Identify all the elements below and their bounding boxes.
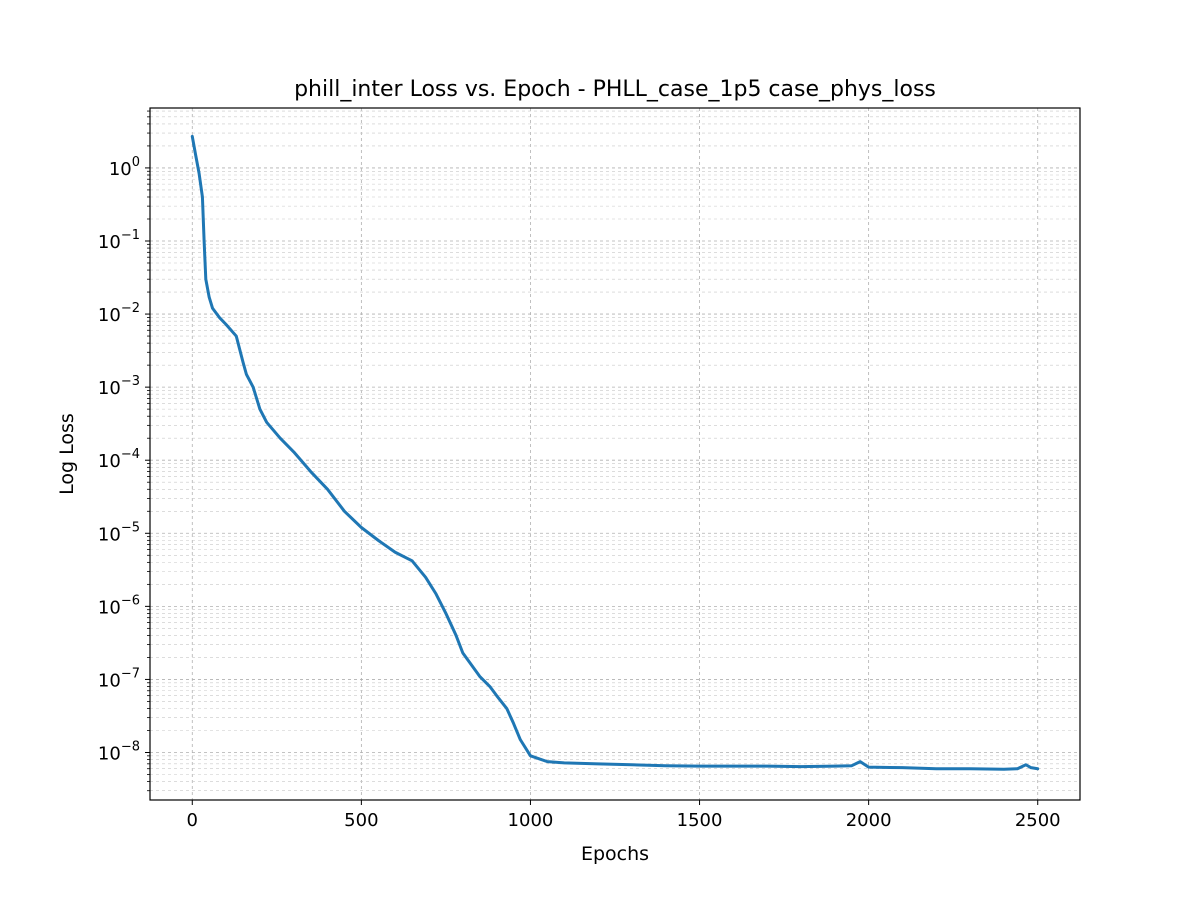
y-tick-base: 10 bbox=[98, 524, 121, 545]
x-tick-label: 500 bbox=[344, 810, 378, 831]
y-tick-label: 10−5 bbox=[98, 520, 140, 545]
y-tick-base: 10 bbox=[98, 670, 121, 691]
plot-frame bbox=[149, 107, 1081, 801]
y-tick-exponent: −8 bbox=[121, 740, 140, 755]
y-tick-base: 10 bbox=[98, 378, 121, 399]
y-tick-exponent: −7 bbox=[121, 666, 140, 681]
y-tick-base: 10 bbox=[109, 159, 132, 180]
grid-lines bbox=[150, 108, 1080, 800]
y-tick-exponent: −5 bbox=[121, 520, 140, 535]
tick-layer: 0 500 1000 1500 2000 250010010−110−210−310−41… bbox=[98, 110, 1061, 831]
x-axis-label: Epochs bbox=[581, 843, 649, 865]
y-tick-exponent: −4 bbox=[121, 447, 140, 462]
y-tick-exponent: −6 bbox=[121, 593, 140, 608]
x-tick-label: 2000 bbox=[846, 810, 892, 831]
y-tick-label: 10−1 bbox=[98, 228, 140, 253]
y-tick-label: 10−3 bbox=[98, 374, 140, 399]
x-tick-label: 0 bbox=[187, 810, 198, 831]
y-tick-exponent: −1 bbox=[121, 228, 140, 243]
y-tick-label: 10−7 bbox=[98, 666, 140, 691]
y-tick-exponent: −3 bbox=[121, 374, 140, 389]
y-tick-label: 100 bbox=[109, 155, 140, 180]
y-tick-base: 10 bbox=[98, 597, 121, 618]
y-tick-label: 10−8 bbox=[98, 740, 140, 765]
y-axis-label: Log Loss bbox=[56, 413, 78, 495]
y-tick-base: 10 bbox=[98, 232, 121, 253]
y-tick-base: 10 bbox=[98, 744, 121, 765]
chart-title: phill_inter Loss vs. Epoch - PHLL_case_1… bbox=[294, 77, 936, 102]
y-tick-label: 10−4 bbox=[98, 447, 140, 472]
x-tick-label: 1500 bbox=[677, 810, 723, 831]
y-tick-base: 10 bbox=[98, 451, 121, 472]
y-tick-base: 10 bbox=[98, 305, 121, 326]
series-layer bbox=[190, 134, 1040, 771]
x-tick-label: 2500 bbox=[1015, 810, 1061, 831]
x-tick-label: 1000 bbox=[508, 810, 554, 831]
y-tick-exponent: −2 bbox=[121, 301, 140, 316]
y-tick-label: 10−2 bbox=[98, 301, 140, 326]
loss-series-line bbox=[190, 134, 1040, 771]
y-tick-label: 10−6 bbox=[98, 593, 140, 618]
y-tick-exponent: 0 bbox=[132, 155, 140, 170]
